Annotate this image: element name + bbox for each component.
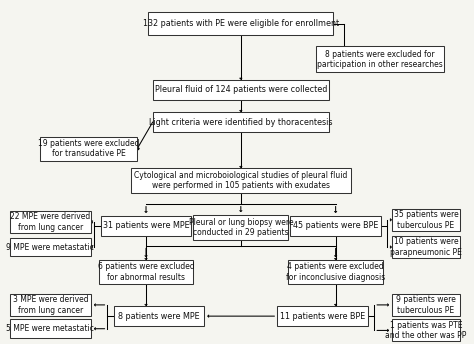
Text: 8 patients were MPE: 8 patients were MPE <box>118 312 200 321</box>
Text: 3 MPE were derived
from lung cancer: 3 MPE were derived from lung cancer <box>12 295 88 315</box>
Text: 19 patients were excluded
for transudative PE: 19 patients were excluded for transudati… <box>38 139 139 159</box>
FancyBboxPatch shape <box>288 260 383 284</box>
FancyBboxPatch shape <box>392 319 460 342</box>
Text: 22 MPE were derived
from lung cancer: 22 MPE were derived from lung cancer <box>10 212 91 232</box>
Text: Pleural fluid of 124 patients were collected: Pleural fluid of 124 patients were colle… <box>155 85 327 94</box>
Text: 4 patients were excluded
for inconclusive diagnosis: 4 patients were excluded for inconclusiv… <box>286 262 385 282</box>
FancyBboxPatch shape <box>9 238 91 256</box>
FancyBboxPatch shape <box>291 216 381 236</box>
Text: 132 patients with PE were eligible for enrollment: 132 patients with PE were eligible for e… <box>143 19 339 28</box>
FancyBboxPatch shape <box>392 236 460 258</box>
Text: Light criteria were identified by thoracentesis: Light criteria were identified by thorac… <box>149 118 333 127</box>
FancyBboxPatch shape <box>153 80 329 100</box>
Text: 45 patients were BPE: 45 patients were BPE <box>293 222 378 230</box>
FancyBboxPatch shape <box>316 46 444 72</box>
FancyBboxPatch shape <box>277 306 368 326</box>
Text: 9 MPE were metastatic: 9 MPE were metastatic <box>6 243 94 251</box>
FancyBboxPatch shape <box>114 306 204 326</box>
FancyBboxPatch shape <box>392 209 460 231</box>
FancyBboxPatch shape <box>148 12 333 34</box>
Text: 8 patients were excluded for
participation in other researches: 8 patients were excluded for participati… <box>317 50 443 69</box>
Text: 5 MPE were metastatic: 5 MPE were metastatic <box>6 324 94 333</box>
Text: 10 patients were
parapneumonic PE: 10 patients were parapneumonic PE <box>390 237 462 257</box>
Text: Pleural or lung biopsy were
conducted in 29 patients: Pleural or lung biopsy were conducted in… <box>189 218 293 237</box>
FancyBboxPatch shape <box>153 112 329 132</box>
FancyBboxPatch shape <box>40 137 137 161</box>
FancyBboxPatch shape <box>99 260 193 284</box>
Text: Cytological and microboiological studies of pleural fluid
were performed in 105 : Cytological and microboiological studies… <box>134 171 347 191</box>
FancyBboxPatch shape <box>9 319 91 338</box>
Text: 31 patients were MPE: 31 patients were MPE <box>103 222 189 230</box>
Text: 35 patients were
tuberculous PE: 35 patients were tuberculous PE <box>394 210 458 229</box>
Text: 6 patients were excluded
for abnormal results: 6 patients were excluded for abnormal re… <box>98 262 194 282</box>
FancyBboxPatch shape <box>101 216 191 236</box>
FancyBboxPatch shape <box>392 294 460 316</box>
FancyBboxPatch shape <box>131 168 351 193</box>
FancyBboxPatch shape <box>193 215 288 240</box>
Text: 1 patients was PTE
and the other was PP: 1 patients was PTE and the other was PP <box>385 321 467 340</box>
FancyBboxPatch shape <box>9 294 91 316</box>
Text: 11 patients were BPE: 11 patients were BPE <box>280 312 365 321</box>
Text: 9 patients were
tuberculous PE: 9 patients were tuberculous PE <box>396 295 456 315</box>
FancyBboxPatch shape <box>9 211 91 233</box>
